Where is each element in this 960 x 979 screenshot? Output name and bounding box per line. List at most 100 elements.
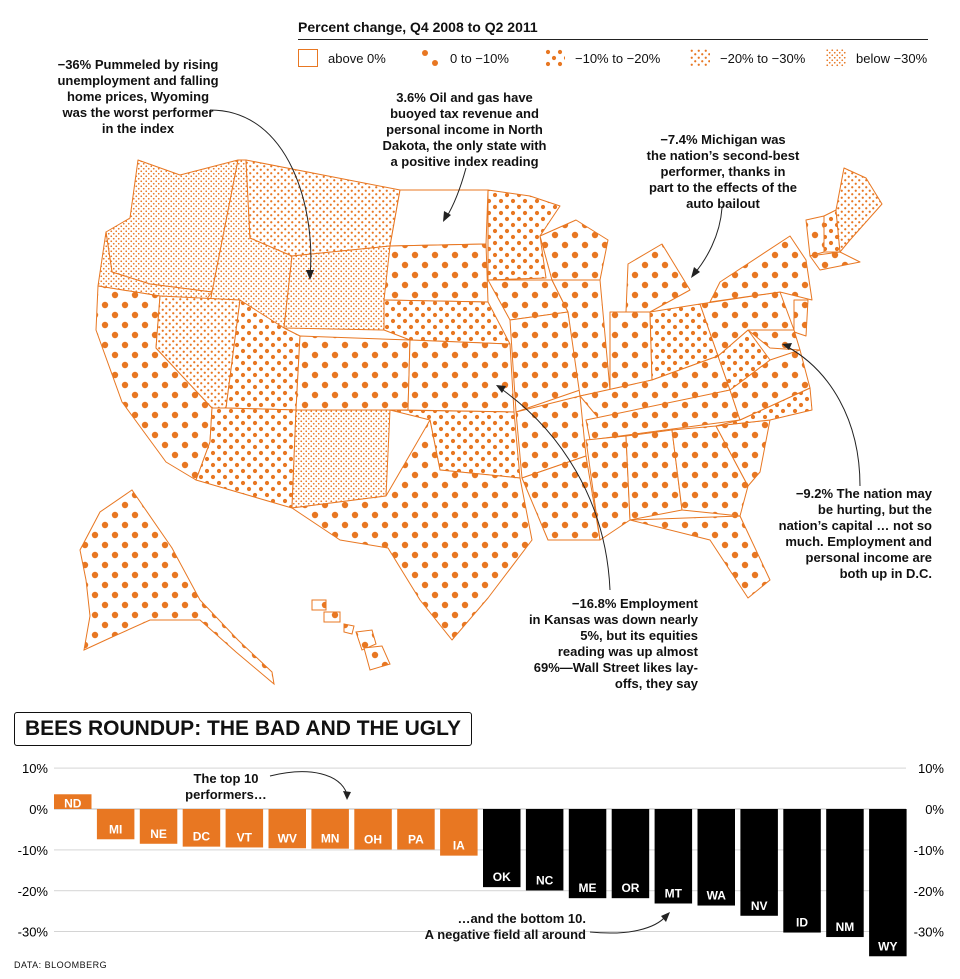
state-VT (805, 215, 825, 257)
roundup-bar-chart: 10% 10% 0% 0% -10% -10% -20% -20% -30% -30% ND MI NE… (18, 761, 945, 957)
bar-or (611, 809, 650, 899)
bar-label-vt: VT (237, 830, 253, 844)
bar-wa (697, 809, 735, 906)
legend-label: 0 to −10% (450, 50, 509, 66)
roundup-title: BEES ROUNDUP: THE BAD AND THE UGLY (14, 712, 472, 746)
bar-me (568, 809, 607, 899)
top-note-arrow (269, 771, 348, 795)
y-tick-label-right: -20% (914, 884, 945, 899)
bar-oh (354, 809, 392, 850)
legend-item-10-to-20: −10% to −20% (545, 48, 660, 68)
bar-ia (440, 809, 478, 856)
state-GA (671, 425, 749, 517)
bar-label-nm: NM (836, 920, 855, 934)
wyoming-arrow (209, 109, 312, 277)
top-note-arrowhead (343, 791, 351, 800)
state-MO (509, 311, 581, 413)
bar-dc (182, 809, 221, 847)
legend-item-below-30: below −30% (826, 48, 927, 68)
data-source: DATA: BLOOMBERG (14, 960, 108, 970)
state-ME (835, 167, 883, 253)
annotation-wyoming: −36% Pummeled by rising unemployment and … (57, 57, 219, 136)
state-MT (245, 159, 401, 257)
dc-arrow (785, 345, 861, 487)
state-WI (539, 219, 609, 281)
bar-label-wv: WV (278, 831, 297, 845)
bar-label-ne: NE (150, 827, 167, 841)
legend-label: above 0% (328, 50, 386, 66)
bar-label-mt: MT (665, 887, 683, 901)
arrowheads (306, 211, 792, 393)
us-map (79, 109, 883, 686)
y-tick-label-left: -20% (18, 884, 49, 899)
annotation-north-dakota: 3.6% Oil and gas have buoyed tax revenue … (382, 90, 547, 169)
state-SD (383, 243, 489, 303)
bar-label-id: ID (796, 916, 808, 930)
state-MI (625, 243, 691, 313)
bar-nc (525, 809, 564, 891)
bar-nm (826, 809, 864, 938)
bar-label-ia: IA (453, 839, 465, 853)
kansas-arrow (499, 387, 611, 591)
y-tick-label-left: 10% (22, 761, 48, 776)
state-HI (311, 599, 391, 671)
bar-label-dc: DC (193, 830, 211, 844)
state-AZ (195, 407, 297, 509)
legend-label: −10% to −20% (575, 50, 661, 66)
bar-nd (54, 794, 92, 809)
y-tick-label-left: 0% (29, 802, 48, 817)
bar-label-or: OR (621, 881, 639, 895)
bottom-note-arrowhead (661, 912, 670, 922)
michigan-arrow (693, 207, 723, 275)
bar-label-mn: MN (321, 832, 340, 846)
bar-label-wa: WA (707, 889, 727, 903)
bar-mt (654, 809, 693, 904)
state-NJ (793, 299, 809, 337)
state-FL (629, 515, 771, 599)
bar-label-nd: ND (64, 796, 82, 810)
bar-mn (311, 809, 349, 849)
y-tick-label-left: -10% (18, 843, 49, 858)
legend-title: Percent change, Q4 2008 to Q2 2011 (298, 19, 538, 35)
state-IN (609, 311, 653, 391)
state-TX (291, 419, 533, 641)
bar-label-nc: NC (536, 873, 554, 887)
legend-swatch-large-dots (422, 50, 438, 66)
y-tick-label-left: -30% (18, 925, 49, 940)
state-NM (291, 409, 391, 509)
bar-ne (139, 809, 178, 844)
bar-mi (96, 809, 135, 840)
bar-wy (869, 809, 907, 957)
bar-pa (397, 809, 435, 850)
legend-swatch-small-dots (690, 49, 710, 67)
state-MA (809, 251, 861, 271)
bar-label-me: ME (579, 881, 597, 895)
y-tick-label-right: -10% (914, 843, 945, 858)
y-tick-label-right: 0% (925, 802, 944, 817)
annotation-dc: −9.2% The nation may be hurting, but the n… (778, 486, 932, 581)
legend-swatch-fine-dots (826, 49, 846, 67)
bar-label-ok: OK (493, 870, 511, 884)
state-CO (295, 335, 411, 411)
bar-ok (483, 809, 521, 888)
annotation-kansas: −16.8% Employment in Kansas was down near… (528, 596, 698, 691)
legend-item-20-to-30: −20% to −30% (690, 48, 805, 68)
legend-label: −20% to −30% (720, 50, 806, 66)
bottom-performers-note: …and the bottom 10. A negative field all … (424, 911, 586, 942)
legend-rule (298, 39, 928, 40)
state-WY (283, 245, 391, 331)
y-tick-label-right: -30% (914, 925, 945, 940)
top-performers-note: The top 10 performers… (185, 771, 267, 802)
legend-swatch-empty (298, 49, 318, 67)
state-AK (79, 489, 275, 686)
bar-vt (225, 809, 264, 848)
legend-swatch-medium-dots (545, 49, 565, 67)
state-ND (389, 189, 489, 247)
legend-label: below −30% (856, 50, 928, 66)
state-KS (407, 339, 515, 413)
bar-label-wy: WY (878, 939, 897, 953)
bar-label-pa: PA (408, 833, 424, 847)
bar-id (783, 809, 821, 933)
legend-item-above-0: above 0% (298, 48, 386, 68)
bar-wv (268, 809, 306, 849)
